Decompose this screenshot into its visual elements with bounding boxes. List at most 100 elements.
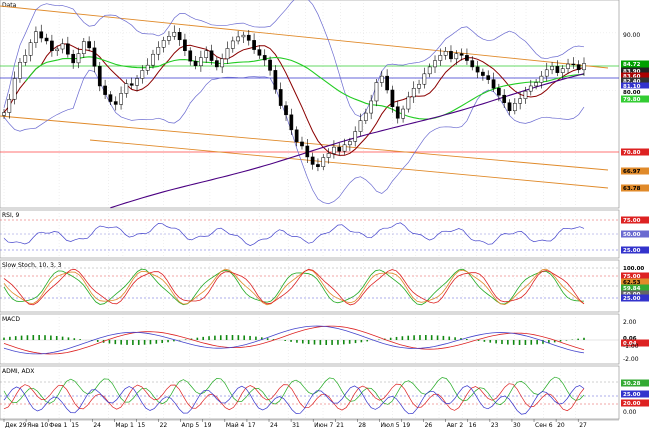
candle-down: [246, 34, 251, 41]
x-tick-label: 21: [336, 422, 344, 428]
candle-up: [417, 83, 421, 89]
macd-histogram-bar: [50, 335, 52, 340]
candle-down: [113, 101, 118, 105]
y-tick-label: 0.00: [623, 409, 637, 416]
value-tag-bg: [621, 67, 649, 75]
candle-down: [284, 105, 288, 116]
value-tag-text: 0.04: [623, 341, 637, 347]
macd-histogram-bar: [548, 340, 550, 344]
value-tag-bg: [621, 284, 649, 292]
macd-histogram-bar: [161, 340, 163, 344]
x-tick-label: Май 4: [226, 422, 245, 428]
macd-histogram-bar: [565, 340, 568, 341]
candle-up: [379, 75, 384, 83]
value-tag-text: 83.60: [623, 74, 641, 80]
candle-down: [337, 146, 342, 152]
stoch-panel-title: Slow Stoch, 10, 3, 3: [2, 262, 62, 269]
macd-histogram-bar: [208, 336, 210, 340]
candle-down: [39, 31, 44, 39]
macd-histogram-bar: [296, 340, 298, 343]
macd-histogram-bar: [348, 340, 351, 344]
value-tag-bg: [621, 334, 649, 342]
candle-up: [230, 40, 235, 49]
candle-up: [369, 100, 374, 114]
value-tag-bg: [621, 246, 649, 254]
x-tick-label: Янв 10: [27, 422, 48, 428]
candle-up: [76, 53, 81, 64]
candle-down: [507, 102, 512, 112]
value-tag-bg: [621, 148, 649, 156]
macd-line: [3, 325, 585, 355]
macd-histogram-bar: [307, 340, 310, 345]
candle-down: [481, 71, 485, 76]
macd-histogram-bar: [196, 337, 199, 340]
candle-down: [294, 129, 299, 143]
macd-histogram-bar: [524, 340, 527, 345]
rsi-panel-title: RSI, 9: [2, 212, 20, 219]
macd-histogram-bar: [26, 335, 29, 340]
x-tick-label: 31: [292, 422, 300, 428]
macd-histogram-bar: [67, 337, 70, 340]
x-tick-label: Сен 6: [535, 422, 553, 428]
macd-histogram-bar: [313, 340, 316, 345]
value-tag-bg: [621, 72, 649, 80]
candle-up: [427, 66, 432, 75]
channel-line-upper: [0, 5, 609, 69]
macd-histogram-bar: [542, 340, 544, 344]
macd-histogram-bar: [430, 335, 433, 340]
candle-down: [193, 60, 198, 67]
macd-histogram-bar: [495, 340, 497, 344]
macd-histogram-bar: [559, 340, 562, 342]
candle-down: [252, 40, 256, 50]
candle-up: [534, 82, 538, 87]
candle-up: [7, 98, 12, 113]
candle-up: [518, 98, 522, 104]
value-tag-text: 81.10: [623, 84, 641, 90]
value-tag-text: 30.28: [623, 381, 641, 387]
price-panel: [0, 0, 620, 209]
candle-up: [374, 82, 379, 102]
price-series-group: [0, 0, 619, 209]
candle-up: [353, 131, 358, 142]
candle-up: [60, 43, 65, 50]
candle-up: [422, 73, 427, 85]
candle-down: [486, 75, 491, 80]
value-tag-text: 75.00: [623, 218, 641, 224]
value-tag-text: 0.06: [623, 336, 637, 342]
value-tag-bg: [621, 230, 649, 238]
value-tag-text: 50.00: [623, 232, 641, 238]
value-tag-bg: [621, 278, 649, 286]
value-tag-text: 25.00: [623, 392, 641, 398]
macd-histogram-bar: [214, 335, 216, 340]
value-tag-text: 75.00: [623, 274, 641, 280]
candle-up: [140, 70, 145, 79]
candle-down: [502, 94, 507, 103]
macd-histogram-bar: [73, 338, 76, 340]
candle-up: [81, 41, 86, 54]
candle-up: [443, 51, 448, 56]
macd-histogram-bar: [149, 340, 152, 345]
macd-histogram-bar: [553, 340, 556, 343]
rsi-series-group: [0, 219, 619, 251]
macd-histogram-bar: [79, 339, 81, 340]
candle-down: [262, 55, 267, 61]
macd-histogram-bar: [155, 340, 158, 344]
stoch-series-group: [0, 267, 619, 306]
candle-down: [97, 66, 102, 87]
channel-line-middle: [0, 115, 609, 171]
value-tag-bg: [621, 399, 649, 407]
value-tag-bg: [621, 184, 649, 192]
candle-up: [342, 144, 347, 152]
x-tick-label: Мар 1: [115, 422, 134, 428]
macd-histogram-bar: [184, 339, 187, 340]
candle-down: [555, 66, 560, 73]
macd-histogram-bar: [395, 336, 398, 340]
value-tag-text: 80.00: [623, 90, 641, 96]
macd-histogram-bar: [290, 340, 292, 342]
macd-histogram-bar: [407, 335, 410, 340]
candle-down: [300, 141, 304, 147]
candle-down: [188, 50, 193, 62]
value-tag-bg: [621, 272, 649, 280]
x-tick-label: Авг 2: [447, 422, 464, 428]
x-tick-label: 15: [71, 422, 79, 428]
